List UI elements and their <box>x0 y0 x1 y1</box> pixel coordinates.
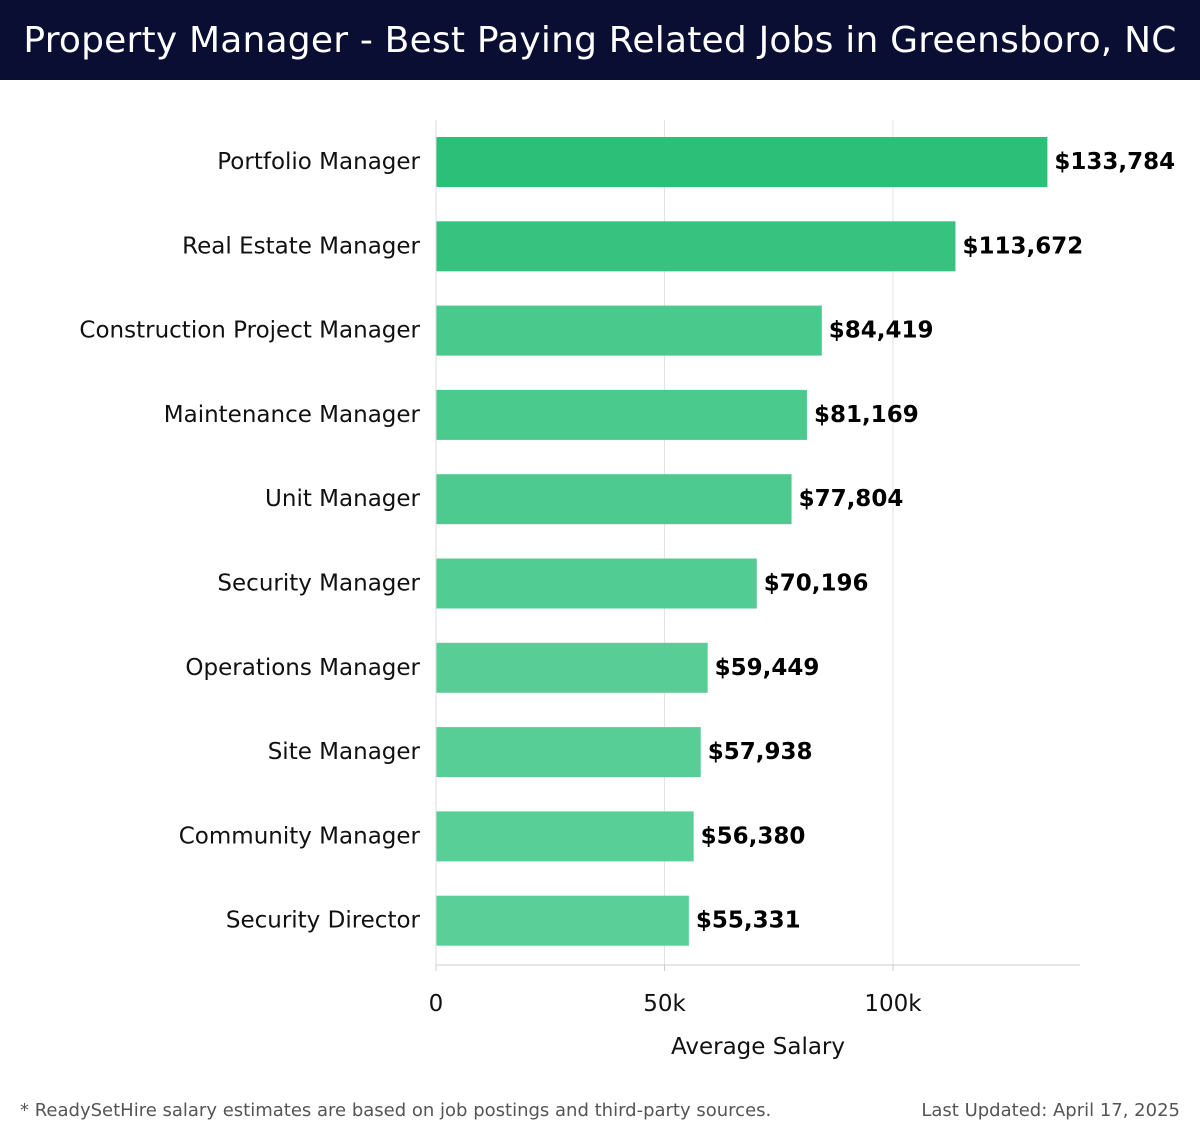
x-tick-label-0: 0 <box>429 991 444 1017</box>
value-label-3: $81,169 <box>814 402 919 428</box>
bar-7 <box>436 727 701 778</box>
category-label-2: Construction Project Manager <box>79 318 420 344</box>
x-tick-label-1: 50k <box>643 991 686 1017</box>
bar-3 <box>436 389 807 440</box>
bar-1 <box>436 221 956 272</box>
bar-5 <box>436 558 757 609</box>
value-label-6: $59,449 <box>715 655 820 681</box>
category-label-9: Security Director <box>226 908 421 934</box>
labels: Portfolio Manager $133,784 Real Estate Man… <box>79 149 1175 934</box>
bar-4 <box>436 474 792 525</box>
x-tick-label-2: 100k <box>864 991 922 1017</box>
salary-bar-chart: Portfolio Manager $133,784 Real Estate Man… <box>79 120 1175 1060</box>
category-label-0: Portfolio Manager <box>217 149 420 175</box>
value-label-2: $84,419 <box>829 318 934 344</box>
value-label-1: $113,672 <box>962 233 1083 259</box>
x-axis: 0 50k 100k Average Salary <box>429 120 1080 1060</box>
chart-header: Property Manager - Best Paying Related J… <box>0 0 1200 80</box>
value-label-5: $70,196 <box>764 571 869 597</box>
category-label-8: Community Manager <box>179 823 421 849</box>
footer-note: * ReadySetHire salary estimates are base… <box>20 1100 772 1121</box>
value-label-8: $56,380 <box>701 823 806 849</box>
category-label-4: Unit Manager <box>265 486 420 512</box>
bar-0 <box>436 137 1048 187</box>
category-label-3: Maintenance Manager <box>164 402 421 428</box>
bar-8 <box>436 811 694 862</box>
value-label-4: $77,804 <box>799 486 904 512</box>
value-label-0: $133,784 <box>1054 149 1175 175</box>
x-axis-title: Average Salary <box>671 1034 845 1060</box>
bar-2 <box>436 305 822 356</box>
bar-9 <box>436 895 689 946</box>
bar-6 <box>436 642 708 693</box>
last-updated: Last Updated: April 17, 2025 <box>921 1100 1180 1121</box>
bars <box>436 137 1048 946</box>
page-title: Property Manager - Best Paying Related J… <box>23 19 1177 61</box>
category-label-5: Security Manager <box>217 571 420 597</box>
value-label-9: $55,331 <box>696 908 801 934</box>
category-label-1: Real Estate Manager <box>182 233 420 259</box>
category-label-7: Site Manager <box>268 739 421 765</box>
category-label-6: Operations Manager <box>185 655 420 681</box>
value-label-7: $57,938 <box>708 739 813 765</box>
